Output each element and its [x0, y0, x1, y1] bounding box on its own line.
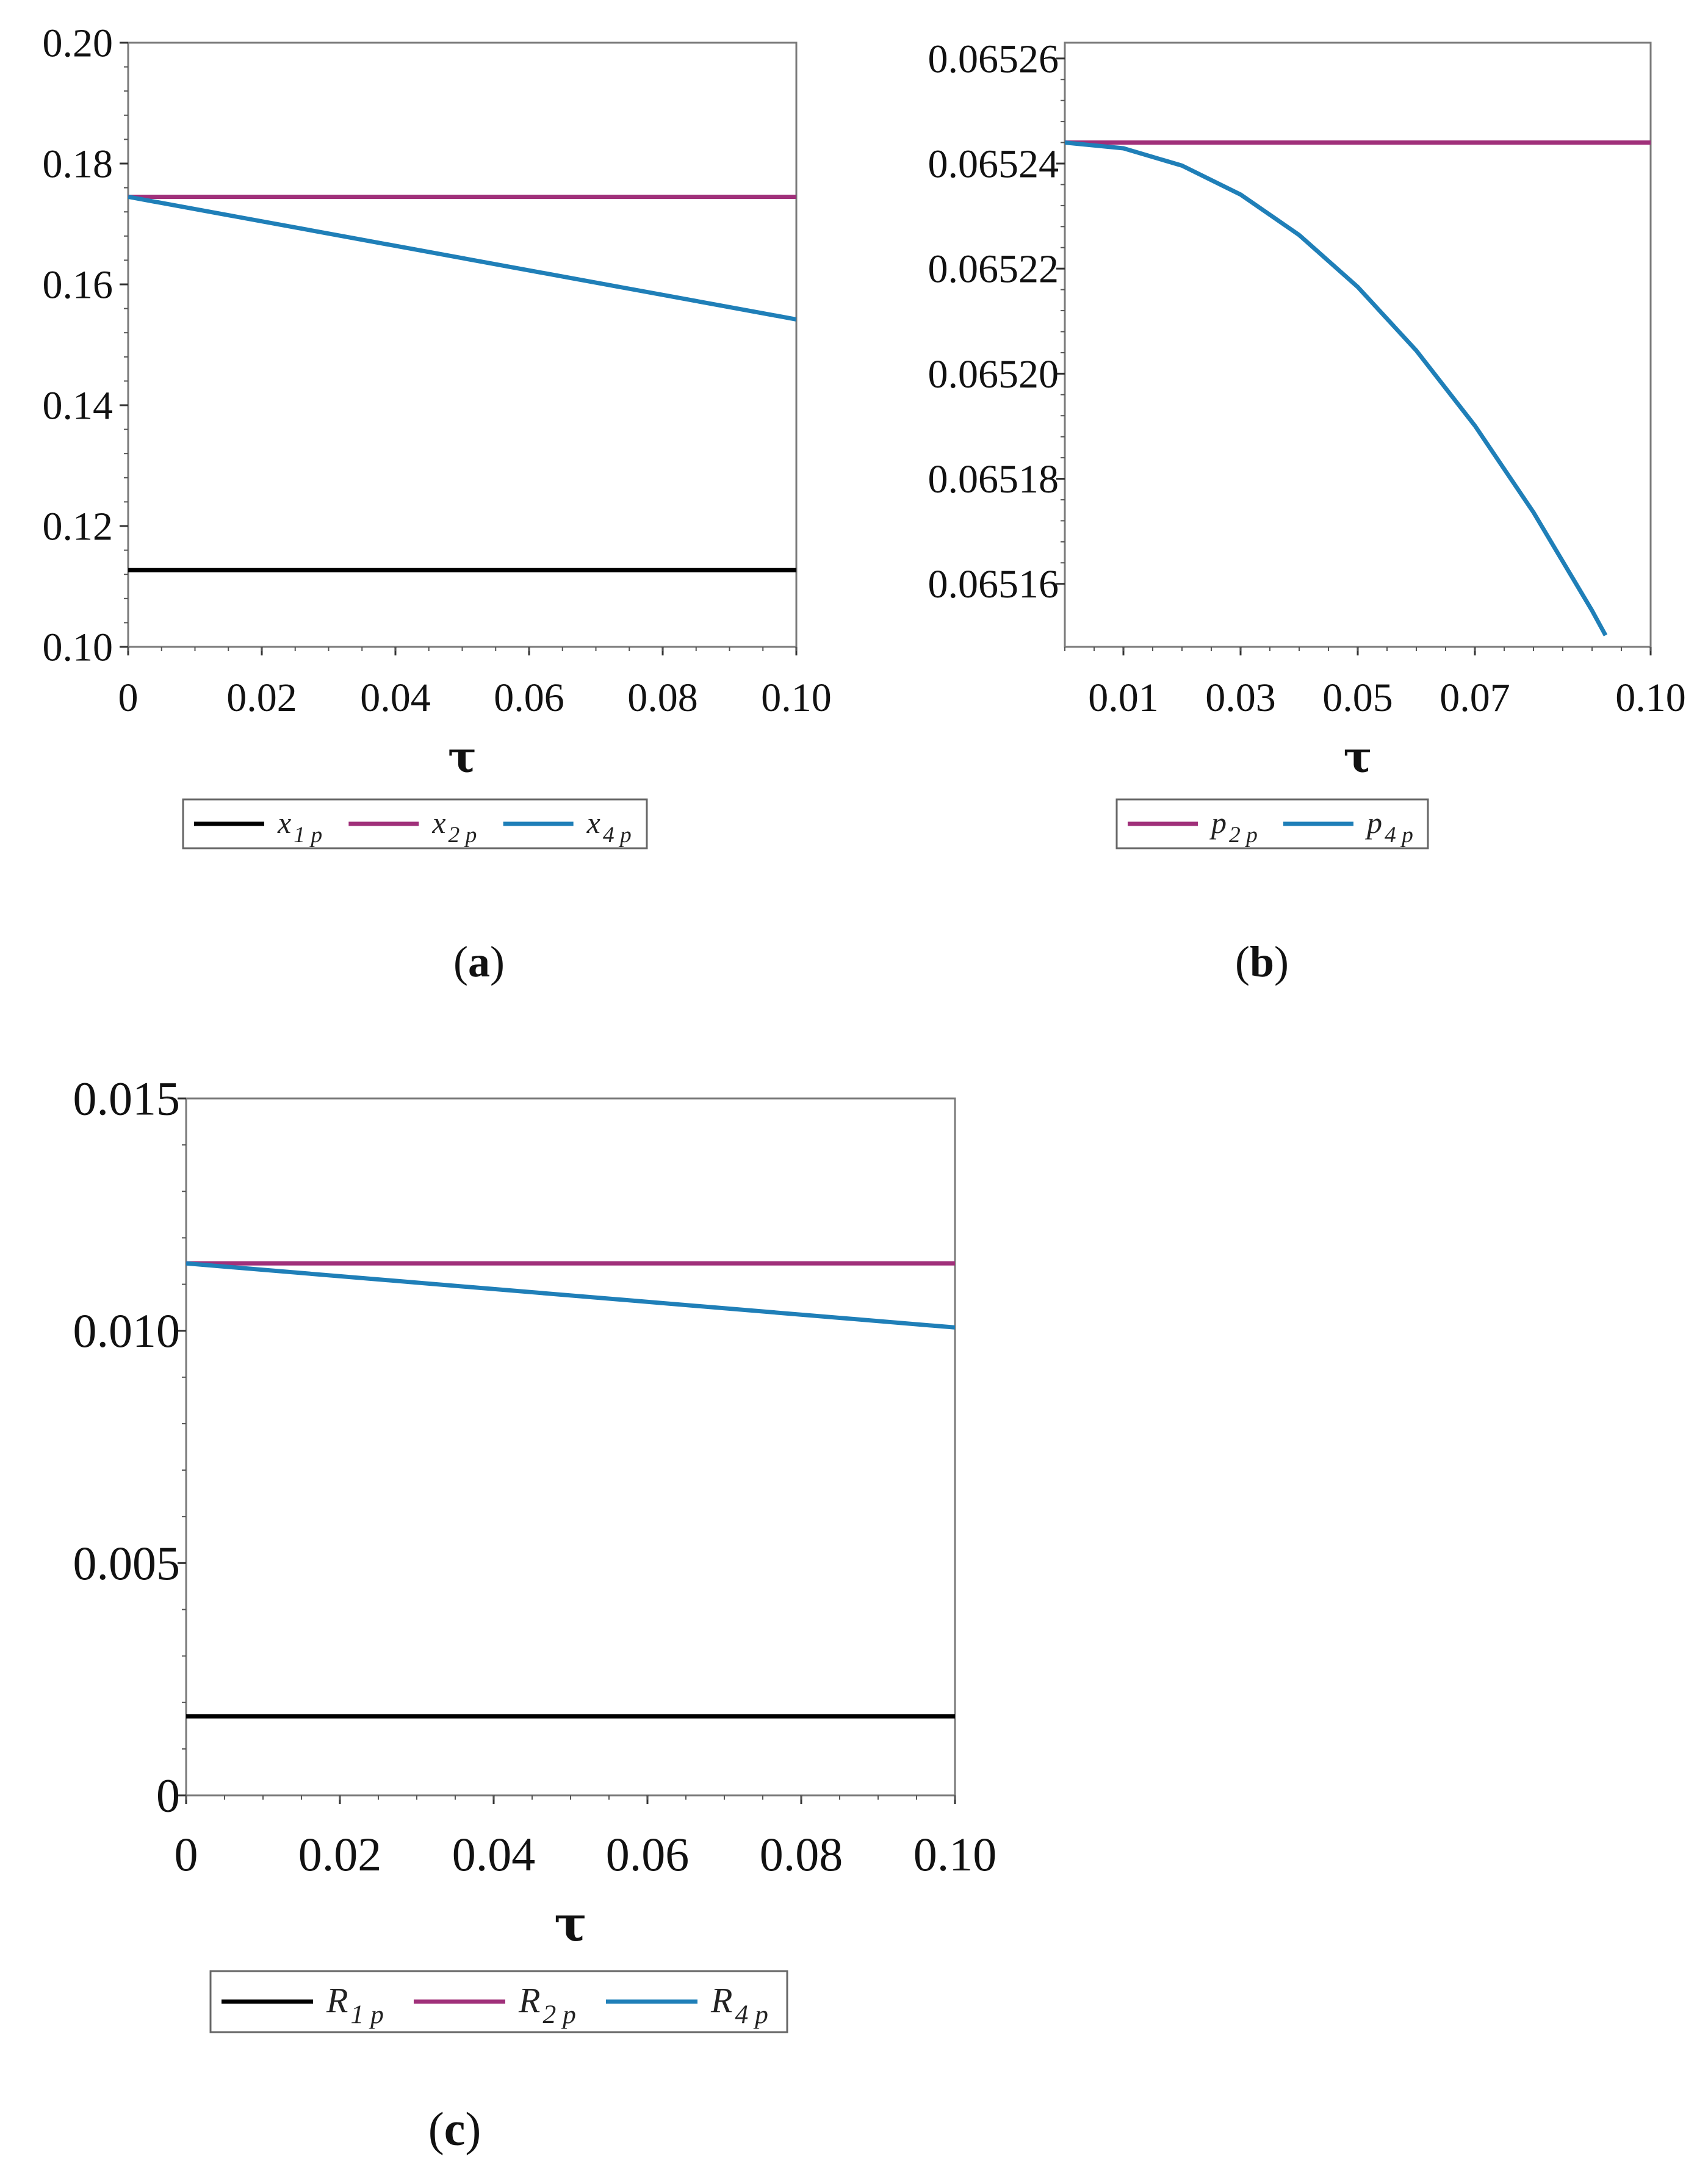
- plot-frame: [1064, 41, 1652, 648]
- series-group: [1065, 140, 1651, 636]
- y-tick-label: 0.18: [43, 142, 114, 186]
- y-tick-label: 0.06516: [928, 562, 1059, 607]
- x-tick-label: 0.06: [494, 676, 564, 720]
- plot-frame: [127, 41, 798, 648]
- y-tick-label: 0.10: [43, 625, 114, 669]
- x-tick-label: 0.10: [761, 676, 832, 720]
- series-line-p4p: [1065, 140, 1608, 636]
- chart-panel-a: 0.10 0.12 0.14 0.16 0.18 0.20 0 0.02 0.04 0.06 0.0…: [43, 21, 832, 986]
- legend-label-R2p: R2 p: [518, 1980, 576, 2028]
- y-tick-label: 0.06518: [928, 457, 1059, 502]
- panel-caption: (b): [1235, 937, 1289, 986]
- x-tick-label: 0.04: [360, 676, 431, 720]
- legend: R1 p R2 p R4 p: [209, 1970, 788, 2033]
- x-tick-label: 0.02: [298, 1828, 382, 1881]
- y-tick-label: 0.14: [43, 383, 114, 428]
- y-tick-label: 0.010: [73, 1304, 181, 1357]
- y-tick-label: 0.06522: [928, 247, 1059, 292]
- x-tick-label: 0: [175, 1828, 198, 1881]
- x-tick-label: 0: [118, 676, 139, 720]
- x-tick-label: 0.02: [226, 676, 297, 720]
- y-tick-label: 0.20: [43, 21, 114, 65]
- x-tick-label: 0.10: [1615, 676, 1686, 720]
- chart-panel-b: 0.06516 0.06518 0.06520 0.06522 0.06524 0.065…: [928, 37, 1686, 986]
- y-tick-label: 0.005: [73, 1537, 181, 1590]
- series-line-x4p: [128, 195, 796, 322]
- x-tick-label: 0.10: [913, 1828, 997, 1881]
- series-line-R4p: [186, 1261, 955, 1330]
- x-axis-title: τ: [448, 732, 477, 782]
- x-axis-title: τ: [554, 1895, 587, 1952]
- x-tick-label: 0.08: [760, 1828, 843, 1881]
- y-tick-label: 0.06526: [928, 37, 1059, 81]
- plot-frame: [185, 1097, 956, 1797]
- series-group: [186, 1261, 955, 1719]
- panel-caption: (a): [453, 937, 505, 986]
- x-tick-label: 0.08: [627, 676, 698, 720]
- x-tick-label: 0.07: [1440, 676, 1510, 720]
- legend-label-R1p: R1 p: [326, 1980, 384, 2028]
- x-tick-label: 0.05: [1322, 676, 1393, 720]
- y-tick-label: 0.12: [43, 504, 114, 549]
- y-tick-label: 0.16: [43, 262, 114, 307]
- x-tick-label: 0.04: [452, 1828, 536, 1881]
- y-tick-label: 0.06524: [928, 142, 1059, 186]
- x-tick-label: 0.01: [1088, 676, 1159, 720]
- x-tick-label: 0.06: [606, 1828, 690, 1881]
- x-axis-title: τ: [1343, 732, 1372, 782]
- chart-panel-c: 0 0.005 0.010 0.015 0 0.02 0.04 0.06 0.08 0.10 τ R1…: [73, 1072, 997, 2155]
- series-group: [128, 195, 796, 572]
- legend-label-R4p: R4 p: [710, 1980, 768, 2028]
- y-tick-label: 0.06520: [928, 352, 1059, 397]
- x-tick-label: 0.03: [1205, 676, 1276, 720]
- y-tick-label: 0: [156, 1769, 180, 1822]
- panel-caption: (c): [428, 2102, 481, 2155]
- y-tick-label: 0.015: [73, 1072, 181, 1125]
